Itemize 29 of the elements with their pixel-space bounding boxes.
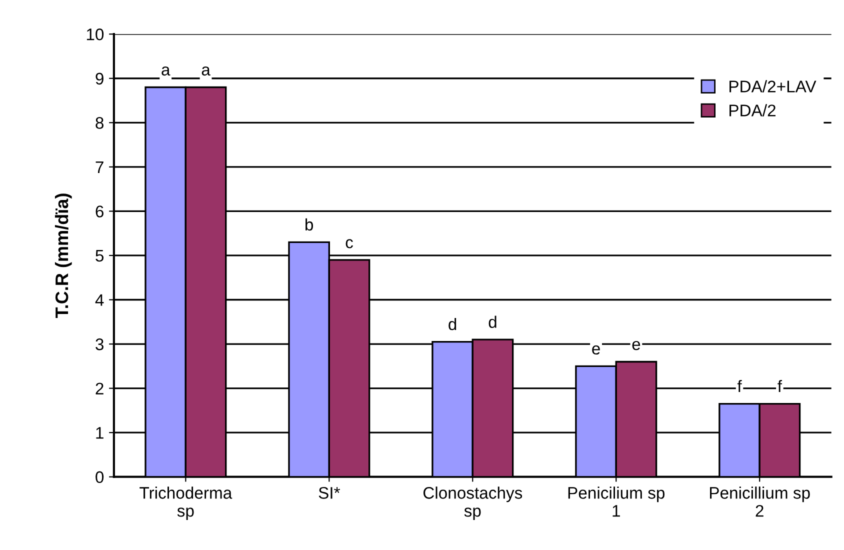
data-label: a: [202, 66, 210, 76]
data-label: d: [448, 318, 456, 330]
y-tick-label: 8: [96, 117, 104, 129]
x-tick-label: Penicilium sp 1: [568, 486, 665, 517]
y-tick-label: 9: [96, 72, 104, 85]
data-label: a: [162, 66, 170, 76]
y-tick-label: 4: [95, 294, 104, 306]
y-tick-label: 6: [96, 206, 104, 218]
x-tick-label: Clonostachys sp: [423, 486, 522, 520]
y-tick-label: 0: [96, 471, 104, 484]
data-label: e: [632, 340, 640, 350]
y-tick-label: 5: [96, 250, 104, 262]
data-label: f: [778, 380, 782, 392]
x-tick-label: Penicillium sp 2: [710, 486, 810, 517]
data-label: b: [306, 218, 314, 231]
y-tick-label: 1: [96, 427, 104, 439]
y-tick-label: 7: [96, 162, 104, 173]
data-label: f: [737, 380, 742, 392]
x-tick-label: SI*: [318, 487, 340, 499]
legend-label: PDA/2: [730, 104, 776, 116]
y-tick-label: 10: [86, 28, 104, 40]
data-label: c: [346, 239, 353, 248]
x-tick-label: Trichoderma sp: [140, 486, 232, 520]
y-axis-title: T.C.R (mm/dïa): [54, 194, 72, 318]
legend-label: PDA/2+LAV: [730, 80, 816, 92]
data-label: d: [488, 316, 496, 328]
data-label: e: [592, 345, 600, 355]
y-tick-label: 3: [96, 338, 104, 350]
y-tick-label: 2: [96, 382, 104, 394]
